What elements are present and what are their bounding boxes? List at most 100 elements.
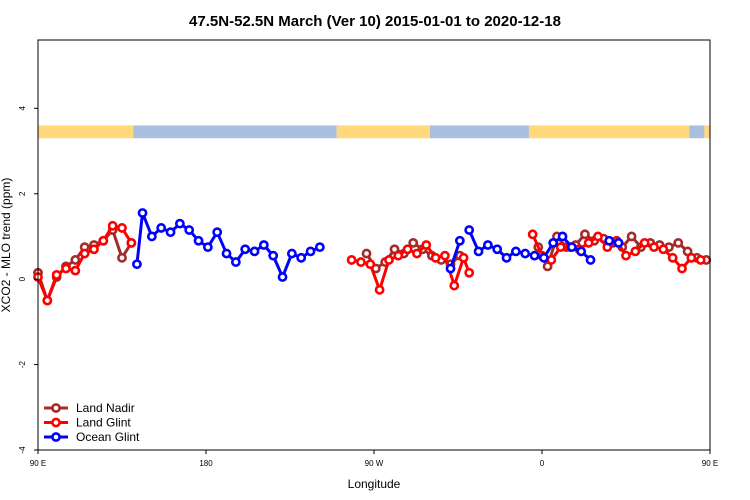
data-point-land-glint [458, 252, 469, 263]
band-segment-land [336, 125, 430, 139]
data-point-ocean-glint [221, 248, 232, 259]
data-point-land-glint [61, 263, 71, 274]
data-point-land-glint [583, 237, 594, 248]
data-point-land-glint [42, 295, 53, 306]
data-point-ocean-glint [240, 244, 251, 255]
data-point-land-glint [126, 237, 137, 248]
band-segment-ocean [133, 125, 337, 139]
data-point-land-glint [421, 240, 432, 250]
data-point-ocean-glint [184, 225, 195, 235]
series-line-land-glint [36, 224, 133, 305]
y-axis: -4 -2 0 2 4 [18, 106, 38, 454]
data-point-ocean-glint [314, 242, 325, 253]
data-point-ocean-glint [576, 246, 587, 257]
data-point-land-glint [649, 242, 659, 253]
legend-swatch-marker [51, 417, 61, 428]
data-point-ocean-glint [604, 235, 615, 246]
data-point-ocean-glint [557, 231, 568, 242]
data-point-ocean-glint [454, 235, 465, 246]
data-point-land-nadir [408, 237, 419, 248]
data-point-ocean-glint [473, 246, 484, 257]
data-point-ocean-glint [193, 235, 204, 246]
x-axis: 90 E 180 90 W 0 90 E [30, 450, 718, 468]
data-point-land-nadir [673, 237, 684, 248]
legend-swatch-marker [51, 403, 61, 413]
data-point-land-glint [658, 244, 669, 255]
land-ocean-band [38, 125, 710, 139]
data-point-ocean-glint [501, 252, 512, 263]
y-tick-label: -2 [18, 360, 27, 368]
series-layer [33, 208, 712, 306]
data-point-ocean-glint [492, 244, 503, 255]
x-tick-label: 90 E [702, 459, 718, 468]
data-point-ocean-glint [510, 246, 521, 257]
data-point-ocean-glint [613, 237, 624, 248]
data-point-ocean-glint [137, 208, 148, 218]
data-point-ocean-glint [585, 255, 596, 265]
x-tick-label: 90 E [30, 459, 46, 468]
legend-label: Ocean Glint [76, 430, 140, 444]
data-point-ocean-glint [482, 240, 493, 250]
data-point-ocean-glint [277, 272, 288, 282]
data-point-ocean-glint [296, 252, 307, 263]
data-point-land-glint [695, 255, 706, 265]
data-point-land-glint [440, 250, 450, 261]
y-tick-label: 0 [18, 276, 27, 281]
series-line-ocean-glint [135, 212, 321, 281]
data-point-land-nadir [361, 248, 372, 259]
band-segment-land [704, 125, 710, 139]
band-segment-land [38, 125, 134, 139]
data-point-land-glint [621, 250, 631, 261]
data-point-land-glint [117, 223, 127, 233]
data-point-land-glint [393, 250, 404, 261]
y-tick-label: 2 [18, 191, 27, 196]
data-point-ocean-glint [268, 250, 279, 261]
legend-item-land-glint: Land Glint [44, 416, 131, 430]
data-point-land-glint [430, 252, 441, 263]
y-tick-label: 4 [18, 106, 27, 111]
data-point-land-nadir [580, 229, 590, 240]
data-point-land-glint [70, 265, 81, 276]
data-point-land-glint [402, 244, 413, 255]
data-point-land-glint [667, 252, 678, 263]
data-point-land-glint [98, 235, 109, 246]
data-point-land-glint [593, 231, 603, 242]
data-point-land-glint [677, 263, 687, 274]
band-segment-land [528, 125, 690, 139]
x-tick-label: 180 [199, 459, 213, 468]
data-point-land-glint [346, 255, 357, 265]
data-point-ocean-glint [174, 218, 185, 229]
data-point-land-glint [356, 257, 366, 267]
data-point-land-glint [639, 237, 650, 248]
data-point-land-glint [79, 248, 90, 259]
data-point-land-glint [384, 255, 394, 265]
data-point-ocean-glint [305, 246, 316, 257]
data-point-ocean-glint [156, 223, 167, 233]
data-point-ocean-glint [529, 250, 540, 261]
data-point-ocean-glint [146, 231, 157, 242]
x-tick-label: 0 [540, 459, 545, 468]
data-point-land-glint [365, 259, 376, 270]
data-point-ocean-glint [445, 263, 456, 274]
data-point-ocean-glint [566, 242, 577, 253]
data-point-land-nadir [117, 252, 127, 263]
data-point-land-glint [686, 252, 697, 263]
data-point-land-glint [449, 280, 460, 291]
data-point-land-nadir [626, 231, 637, 242]
data-point-land-glint [630, 246, 641, 257]
data-point-ocean-glint [230, 257, 241, 267]
data-point-ocean-glint [165, 227, 176, 238]
data-point-land-glint [555, 242, 566, 253]
y-tick-label: -4 [18, 446, 27, 454]
data-point-ocean-glint [212, 227, 223, 238]
data-point-ocean-glint [286, 248, 297, 259]
band-segment-ocean [689, 125, 705, 139]
data-point-land-glint [527, 229, 538, 240]
y-axis-label: XCO2 - MLO trend (ppm) [0, 178, 13, 313]
series-ocean-glint [132, 208, 624, 282]
data-point-land-glint [89, 244, 99, 255]
data-point-ocean-glint [249, 246, 260, 257]
legend-item-ocean-glint: Ocean Glint [44, 430, 140, 444]
